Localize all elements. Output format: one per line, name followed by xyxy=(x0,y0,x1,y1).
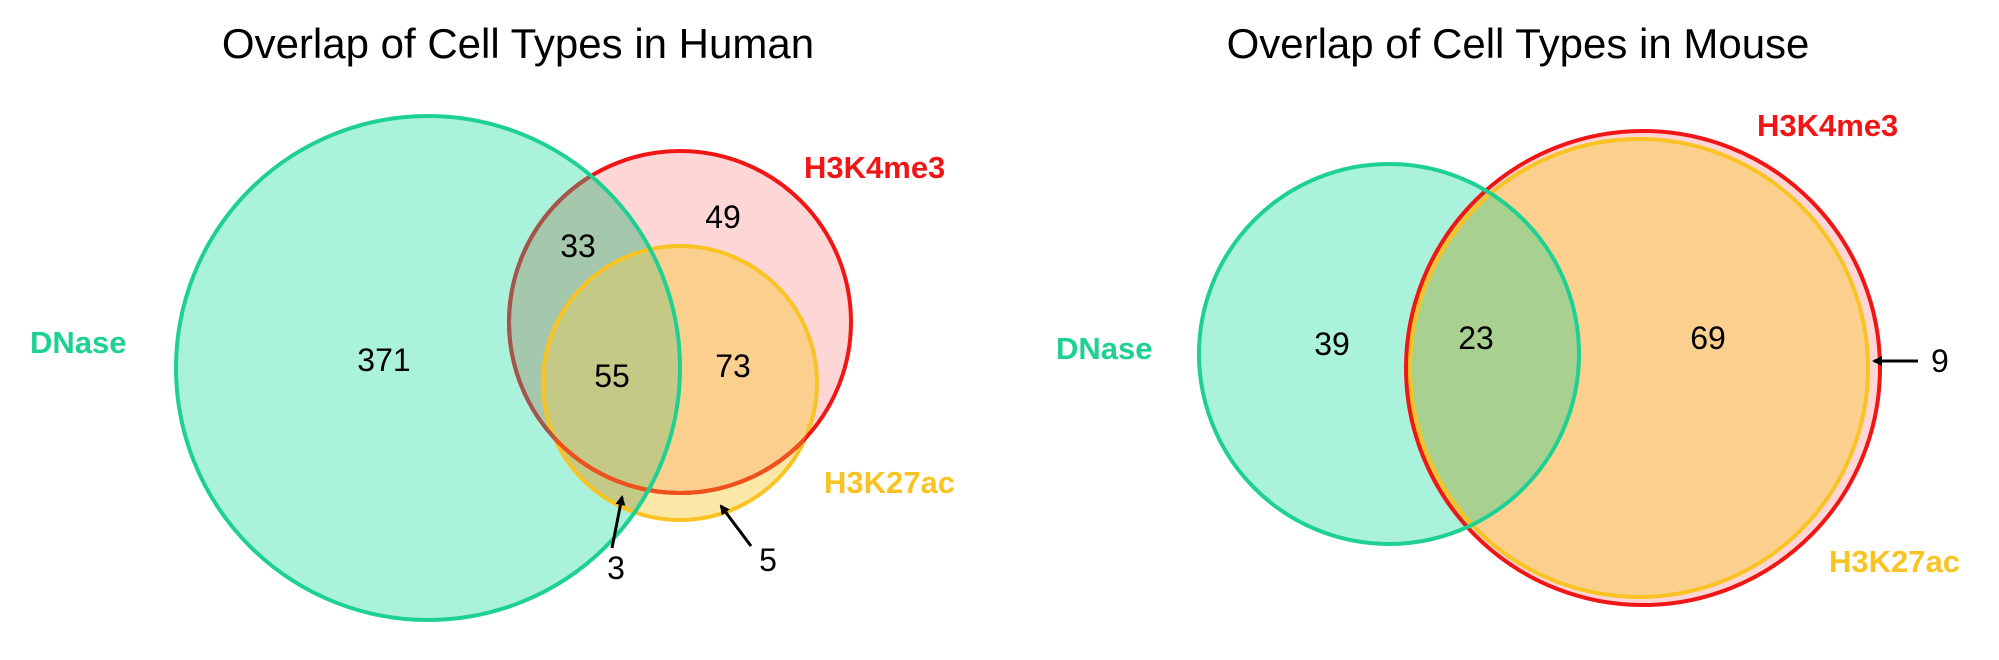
human-count-dnase-h3k4me3: 33 xyxy=(560,228,596,264)
human-arrow-h3k27ac-only xyxy=(719,504,753,547)
mouse-h3k27ac-label: H3K27ac xyxy=(1829,544,1960,579)
human-venn: Overlap of Cell Types in Human xyxy=(30,20,955,622)
human-count-h3k4me3-only: 49 xyxy=(705,199,741,235)
human-h3k4me3-outline-inside-h3k27ac xyxy=(543,246,817,495)
mouse-h3k4me3-circle xyxy=(1404,129,1882,607)
human-dnase-label: DNase xyxy=(30,325,127,360)
human-h3k27ac-label: H3K27ac xyxy=(824,465,955,500)
mouse-h3k4me3-label: H3K4me3 xyxy=(1757,108,1898,143)
human-count-dnase-h3k27ac: 3 xyxy=(607,550,625,586)
mouse-count-overlap: 23 xyxy=(1458,320,1494,356)
mouse-dnase-label: DNase xyxy=(1056,331,1153,366)
mouse-venn: Overlap of Cell Types in Mouse DNase H3K… xyxy=(1056,20,1960,607)
mouse-count-h3k4me3-h3k27ac: 69 xyxy=(1690,320,1726,356)
mouse-count-dnase-only: 39 xyxy=(1314,326,1350,362)
human-dnase-circle xyxy=(174,114,682,622)
human-arrow-dnase-h3k27ac xyxy=(610,495,626,549)
human-h3k4me3-label: H3K4me3 xyxy=(804,150,945,185)
mouse-count-h3k4me3-only: 9 xyxy=(1931,343,1949,379)
mouse-title: Overlap of Cell Types in Mouse xyxy=(1227,20,1810,67)
mouse-h3k27ac-circle xyxy=(1408,137,1870,599)
human-h3k4me3-outline-inside-dnase xyxy=(507,149,680,495)
human-title: Overlap of Cell Types in Human xyxy=(222,20,814,67)
human-count-all-three: 55 xyxy=(594,358,630,394)
mouse-dnase-circle xyxy=(1197,162,1581,546)
human-count-h3k4me3-h3k27ac: 73 xyxy=(715,348,751,384)
human-all-three-fill xyxy=(543,246,680,493)
human-h3k27ac-circle xyxy=(541,244,819,522)
human-count-dnase-only: 371 xyxy=(357,342,410,378)
human-count-h3k27ac-only: 5 xyxy=(759,542,777,578)
